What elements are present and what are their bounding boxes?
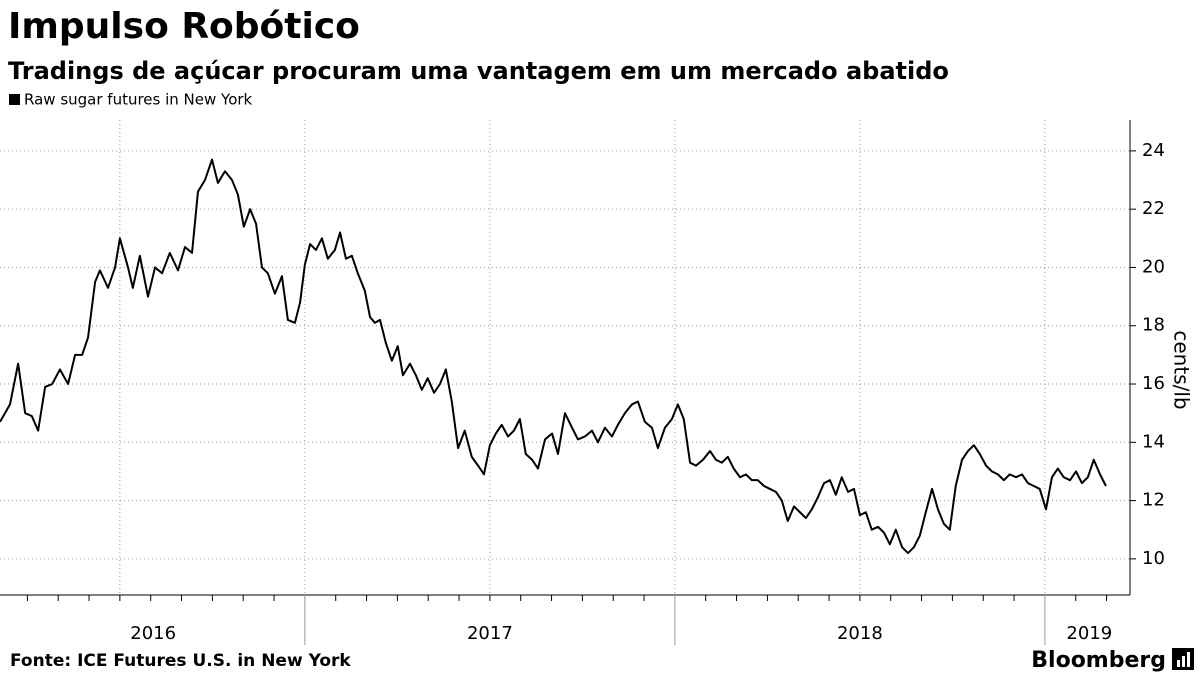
x-tick-label: 2017 [467, 623, 513, 644]
y-tick-label: 18 [1142, 315, 1165, 336]
chart-subtitle: Tradings de açúcar procuram uma vantagem… [8, 57, 949, 85]
y-axis-label: cents/lb [1170, 330, 1194, 409]
series-line [0, 158, 1107, 555]
chart-title: Impulso Robótico [8, 6, 360, 47]
x-tick-label: 2016 [130, 623, 176, 644]
legend-label: Raw sugar futures in New York [24, 91, 253, 109]
y-tick-label: 16 [1142, 373, 1165, 394]
y-tick-label: 24 [1142, 140, 1165, 161]
source-note: Fonte: ICE Futures U.S. in New York [10, 651, 351, 671]
y-tick-label: 22 [1142, 198, 1165, 219]
x-tick-label: 2018 [837, 623, 883, 644]
y-tick-label: 12 [1142, 490, 1165, 511]
y-tick-label: 20 [1142, 256, 1165, 277]
legend-swatch [9, 94, 20, 105]
x-tick-label: 2019 [1066, 623, 1112, 644]
brand-icon-bar [1177, 660, 1180, 667]
brand-icon-bar [1187, 652, 1190, 667]
y-tick-label: 10 [1142, 548, 1165, 569]
brand: Bloomberg [1031, 648, 1166, 673]
brand-icon-bar [1182, 656, 1185, 667]
y-tick-label: 14 [1142, 431, 1165, 452]
